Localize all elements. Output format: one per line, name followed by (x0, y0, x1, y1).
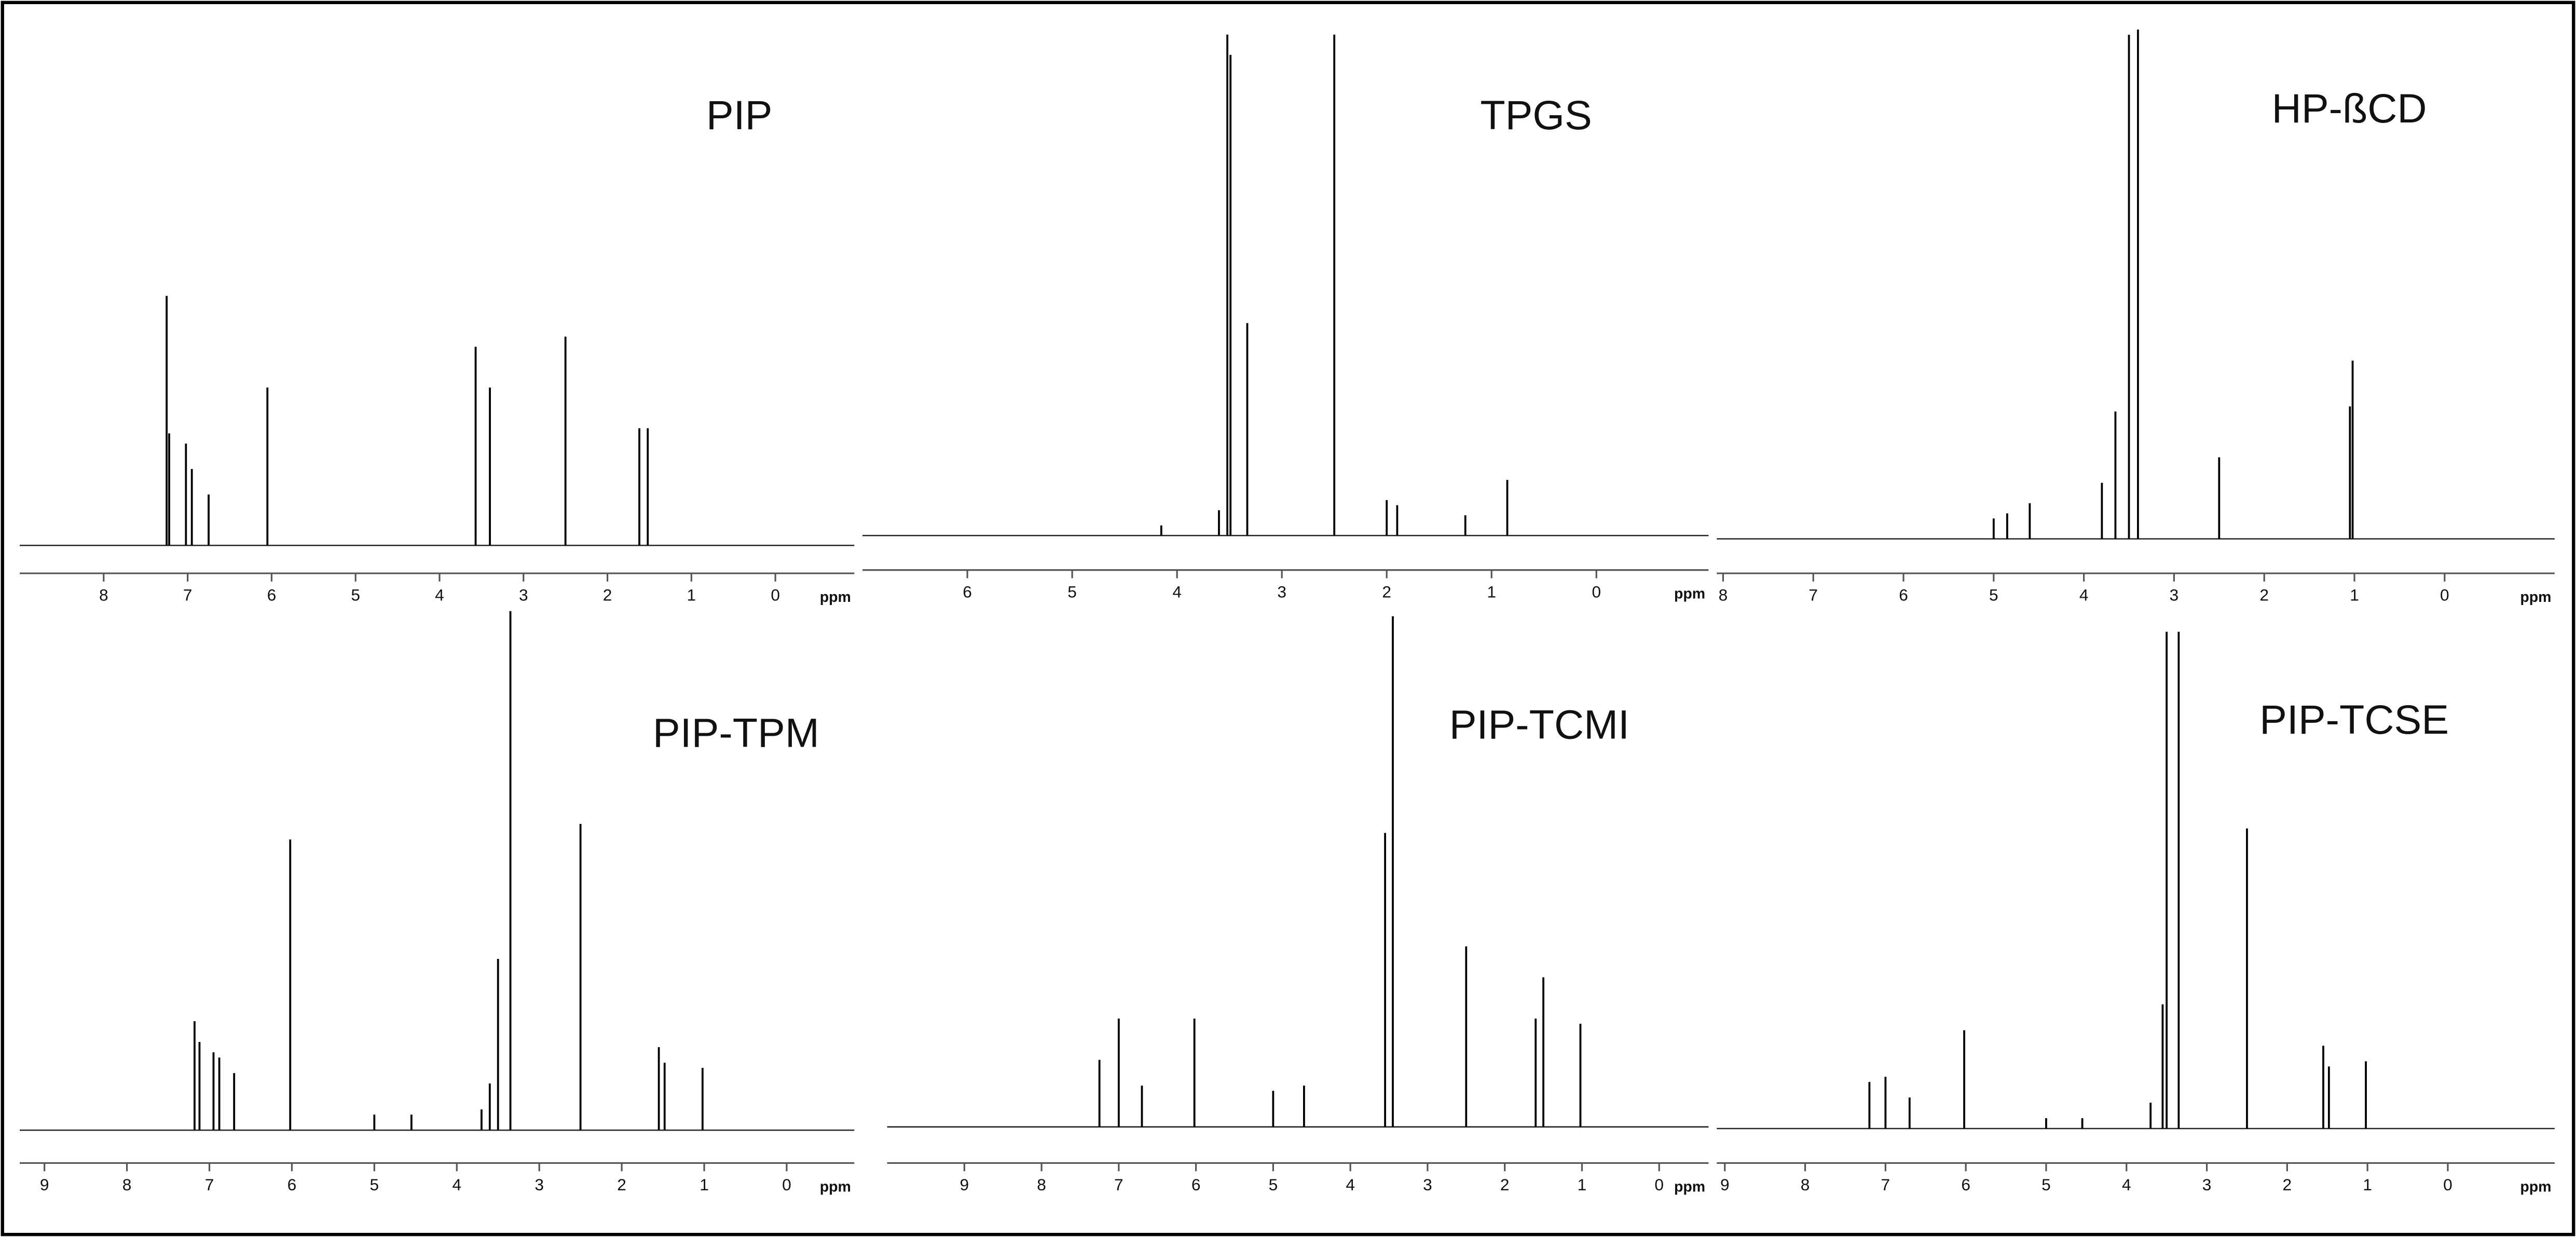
panel-title: PIP (706, 92, 773, 138)
x-tick-label: 6 (1191, 1175, 1201, 1194)
x-tick-label: 7 (1114, 1175, 1123, 1194)
x-tick-label: 9 (960, 1175, 969, 1194)
x-tick-label: 4 (2079, 586, 2089, 604)
x-tick-label: 7 (205, 1175, 214, 1194)
x-tick-label: 5 (2041, 1175, 2051, 1194)
x-tick-label: 8 (1037, 1175, 1046, 1194)
x-tick-label: 6 (963, 582, 972, 601)
x-tick-label: 1 (700, 1175, 709, 1194)
x-tick-label: 3 (1277, 582, 1286, 601)
panel-title: PIP-TCMI (1449, 701, 1629, 747)
panel-title: HP-ßCD (2272, 85, 2427, 131)
x-tick-label: 1 (687, 586, 696, 604)
x-tick-label: 0 (1592, 582, 1601, 601)
x-tick-label: 8 (1719, 586, 1728, 604)
panel-title: PIP-TPM (653, 709, 819, 755)
x-tick-label: 7 (1808, 586, 1818, 604)
x-tick-label: 2 (1500, 1175, 1510, 1194)
x-tick-label: 3 (1423, 1175, 1432, 1194)
panel-title: PIP-TCSE (2259, 696, 2449, 743)
x-tick-label: 1 (1578, 1175, 1587, 1194)
x-axis-label: ppm (2520, 589, 2551, 606)
x-tick-label: 5 (1989, 586, 1998, 604)
x-tick-label: 2 (603, 586, 612, 604)
x-tick-label: 1 (2350, 586, 2359, 604)
x-tick-label: 4 (2122, 1175, 2131, 1194)
x-tick-label: 0 (1654, 1175, 1664, 1194)
x-tick-label: 6 (267, 586, 277, 604)
panel-title: TPGS (1480, 92, 1592, 138)
x-tick-label: 5 (1067, 582, 1077, 601)
x-tick-label: 3 (519, 586, 528, 604)
x-tick-label: 0 (2440, 586, 2449, 604)
x-tick-label: 5 (370, 1175, 379, 1194)
x-tick-label: 1 (1487, 582, 1496, 601)
x-tick-label: 3 (2170, 586, 2179, 604)
x-tick-label: 9 (40, 1175, 49, 1194)
x-tick-label: 7 (183, 586, 193, 604)
x-tick-label: 6 (1899, 586, 1908, 604)
x-tick-label: 6 (287, 1175, 297, 1194)
x-tick-label: 3 (2202, 1175, 2212, 1194)
x-tick-label: 2 (617, 1175, 626, 1194)
x-tick-label: 2 (2259, 586, 2269, 604)
x-tick-label: 4 (452, 1175, 461, 1194)
x-tick-label: 0 (2443, 1175, 2452, 1194)
x-axis-label: ppm (1674, 586, 1705, 602)
x-tick-label: 2 (2283, 1175, 2292, 1194)
x-tick-label: 5 (351, 586, 360, 604)
x-tick-label: 8 (99, 586, 108, 604)
x-tick-label: 1 (2363, 1175, 2372, 1194)
x-tick-label: 7 (1881, 1175, 1890, 1194)
x-tick-label: 0 (782, 1175, 791, 1194)
x-axis-label: ppm (1674, 1178, 1705, 1195)
x-axis-label: ppm (2520, 1178, 2551, 1195)
x-tick-label: 8 (1801, 1175, 1810, 1194)
x-axis-label: ppm (820, 1178, 851, 1195)
x-tick-label: 4 (435, 586, 444, 604)
x-tick-label: 8 (122, 1175, 132, 1194)
x-tick-label: 2 (1382, 582, 1391, 601)
x-tick-label: 9 (1720, 1175, 1730, 1194)
x-axis-label: ppm (820, 589, 851, 606)
x-tick-label: 4 (1172, 582, 1182, 601)
x-tick-label: 4 (1346, 1175, 1355, 1194)
x-tick-label: 0 (771, 586, 780, 604)
x-tick-label: 3 (535, 1175, 544, 1194)
x-tick-label: 5 (1269, 1175, 1278, 1194)
x-tick-label: 6 (1961, 1175, 1970, 1194)
